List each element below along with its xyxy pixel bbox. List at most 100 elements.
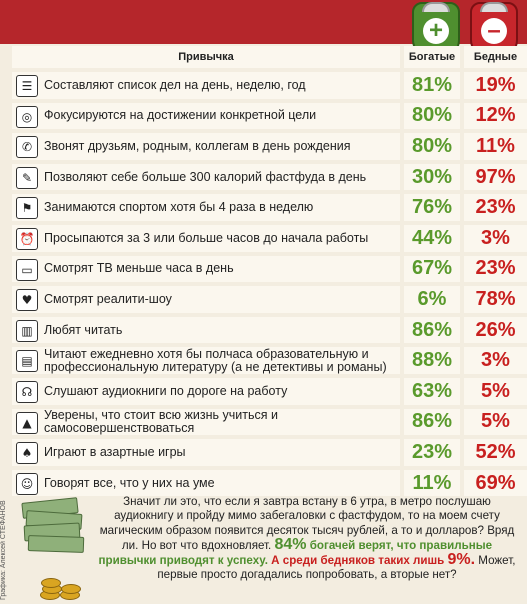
speech-bubble-icon: ☺ [16,472,38,495]
poor-percent: 3% [481,226,510,249]
habit-cell: ☊ Слушают аудиокниги по дороге на работу [12,377,400,405]
poor-cell: 5% [464,377,527,405]
habit-text: Звонят друзьям, родным, коллегам в день … [44,138,351,153]
habit-text: Смотрят реалити-шоу [44,291,172,306]
habit-cell: ⏰ Просыпаются за 3 или больше часов до на… [12,224,400,252]
poor-cell: 3% [464,224,527,252]
habit-text: Позволяют себе больше 300 калорий фастфу… [44,169,367,184]
table-row: ⚑ Занимаются спортом хотя бы 4 раза в нед… [12,192,527,223]
poor-cell: 23% [464,194,527,221]
table-row: ♥ Смотрят реалити-шоу 6% 78% [12,284,527,315]
poor-cell: 69% [464,469,527,497]
graduation-cap-icon: ▲ [16,411,38,434]
rich-percent: 44% [411,226,453,249]
rich-cell: 80% [404,102,460,130]
poor-cell: 26% [464,316,527,344]
habit-text: Просыпаются за 3 или больше часов до нач… [44,230,369,245]
habits-table: ☰ Составляют список дел на день, неделю, … [12,70,527,498]
rich-cell: 88% [404,347,460,374]
rich-cell: 6% [404,286,460,313]
poor-cell: 78% [464,286,527,313]
poor-percent: 11% [476,134,515,157]
table-row: ▤ Читают ежедневно хотя бы полчаса образо… [12,345,527,376]
table-row: ▭ Смотрят ТВ меньше часа в день 67% 23% [12,254,527,285]
rich-cell: 86% [404,408,460,436]
poor-percent: 19% [475,73,516,96]
conclusion-text: Значит ли это, что если я завтра встану … [92,495,522,583]
table-row: ▲ Уверены, что стоит всю жизнь учиться и … [12,407,527,438]
poor-percent: 69% [475,471,516,494]
rich-percent: 23% [411,440,453,463]
rich-percent: 67% [411,257,453,280]
rich-cell: 86% [404,316,460,344]
minus-icon: – [481,18,507,44]
table-row: ♠ Играют в азартные игры 23% 52% [12,437,527,468]
plus-icon: + [423,18,449,44]
rich-believe-percent: 84% [274,535,307,553]
poor-cell: 97% [464,163,527,191]
habit-text: Смотрят ТВ меньше часа в день [44,261,234,276]
poor-cell: 5% [464,408,527,436]
spade-icon: ♠ [16,442,38,465]
poor-percent: 52% [475,440,516,463]
list-icon: ☰ [16,75,38,97]
poor-percent: 78% [475,287,516,310]
conclusion-part2: Может, первые просто догадались попробов… [157,554,516,582]
table-row: ✎ Позволяют себе больше 300 калорий фастф… [12,162,527,193]
habit-text: Играют в азартные игры [44,444,186,459]
rich-wallet-icon: + [412,2,460,58]
column-header-poor: Бедные [464,46,527,68]
rich-percent: 63% [411,379,453,402]
habit-cell: ▲ Уверены, что стоит всю жизнь учиться и … [12,407,400,436]
table-row: ⏰ Просыпаются за 3 или больше часов до на… [12,223,527,254]
rich-percent: 11% [412,471,452,494]
habit-cell: ▤ Читают ежедневно хотя бы полчаса образо… [12,347,400,374]
book-icon: ▥ [16,319,38,342]
habit-text: Занимаются спортом хотя бы 4 раза в неде… [44,200,314,215]
habit-cell: ⚑ Занимаются спортом хотя бы 4 раза в нед… [12,194,400,221]
alarm-clock-icon: ⏰ [16,227,38,250]
tv-icon: ▭ [16,258,38,281]
poor-believe-percent: 9%. [447,551,476,569]
habit-cell: ☺ Говорят все, что у них на уме [12,469,400,497]
poor-percent: 26% [475,318,516,341]
table-row: ☺ Говорят все, что у них на уме 11% 69% [12,468,527,499]
habit-cell: ▭ Смотрят ТВ меньше часа в день [12,255,400,283]
rich-cell: 76% [404,194,460,221]
poor-percent: 12% [475,104,516,127]
coins-icon [40,564,81,600]
habit-cell: ✎ Позволяют себе больше 300 калорий фастф… [12,163,400,191]
column-header-rich: Богатые [404,46,460,68]
habit-cell: ◎ Фокусируются на достижении конкретной ц… [12,102,400,130]
conclusion-part1: Значит ли это, что если я завтра встану … [99,495,515,552]
habit-text: Читают ежедневно хотя бы полчаса образов… [44,346,387,374]
poor-cell: 3% [464,347,527,374]
poor-cell: 12% [464,102,527,130]
reality-tv-icon: ♥ [16,289,38,312]
table-row: ✆ Звонят друзьям, родным, коллегам в день… [12,131,527,162]
rich-percent: 80% [411,134,453,157]
rich-percent: 30% [411,165,453,188]
rich-cell: 80% [404,133,460,160]
rich-cell: 30% [404,163,460,191]
rich-percent: 6% [417,287,447,310]
habit-text: Любят читать [44,322,123,337]
poor-percent: 23% [475,196,516,219]
fastfood-icon: ✎ [16,166,38,189]
table-row: ☰ Составляют список дел на день, неделю, … [12,70,527,101]
habit-text: Уверены, что стоит всю жизнь учиться и с… [44,407,278,435]
poor-cell: 19% [464,72,527,99]
rich-percent: 88% [411,349,453,372]
target-icon: ◎ [16,105,38,128]
rich-cell: 67% [404,255,460,283]
table-row: ☊ Слушают аудиокниги по дороге на работу 6… [12,376,527,407]
rich-cell: 81% [404,72,460,99]
poor-percent: 23% [475,257,516,280]
habit-cell: ✆ Звонят друзьям, родным, коллегам в день… [12,133,400,160]
credit-text: Графика: Алексей СТЕФАНОВ [0,500,7,600]
habit-cell: ♥ Смотрят реалити-шоу [12,286,400,313]
rich-cell: 23% [404,439,460,466]
rich-percent: 86% [411,410,453,433]
headphones-icon: ☊ [16,380,38,403]
phone-icon: ✆ [16,136,38,159]
